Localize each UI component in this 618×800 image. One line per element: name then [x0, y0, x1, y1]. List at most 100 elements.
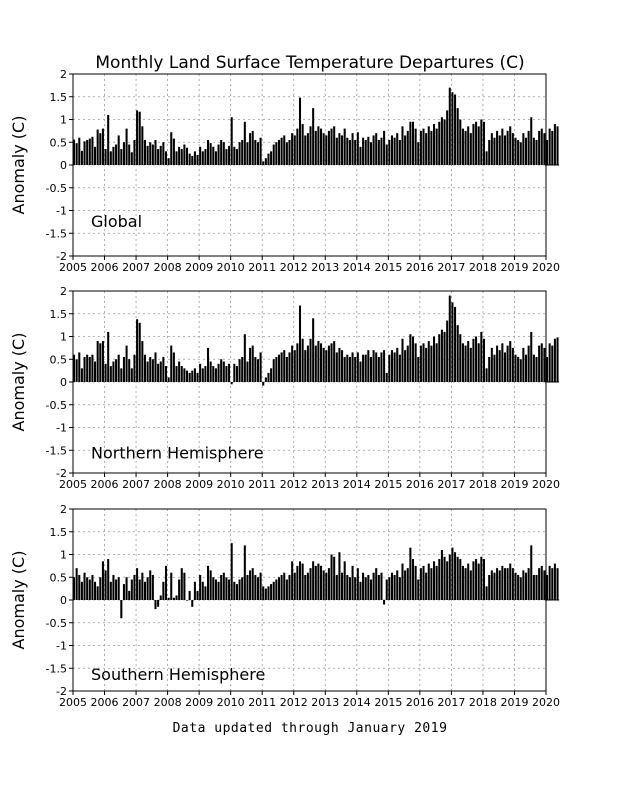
- bar: [485, 368, 488, 382]
- x-tick-label: 2010: [217, 696, 245, 709]
- bar: [230, 382, 233, 385]
- bar: [256, 142, 259, 165]
- bar: [546, 139, 549, 165]
- bar: [217, 363, 220, 382]
- bar: [86, 139, 89, 165]
- bar: [448, 295, 451, 382]
- bar: [138, 322, 141, 382]
- panel-southern-hemisphere: -2 -1.5 -1 -0.5 0 0.5 1 1.5 2 2005 2006 2007 2008 200…: [9, 503, 560, 709]
- bar: [235, 149, 238, 165]
- bar: [377, 356, 380, 382]
- bar: [120, 149, 123, 165]
- bar: [83, 572, 86, 600]
- bar: [262, 586, 265, 600]
- bar: [464, 345, 467, 382]
- bar: [188, 153, 191, 166]
- bar: [209, 570, 212, 600]
- bar: [467, 341, 470, 382]
- bar: [517, 356, 520, 382]
- bar: [341, 135, 344, 165]
- bar: [551, 345, 554, 382]
- bar: [443, 556, 446, 600]
- bar: [522, 570, 525, 600]
- bar: [193, 151, 196, 165]
- bar: [259, 572, 262, 600]
- bar: [154, 352, 157, 382]
- bar: [117, 577, 120, 600]
- bar: [475, 336, 478, 382]
- bar: [117, 135, 120, 165]
- bar: [325, 572, 328, 600]
- bar: [235, 584, 238, 600]
- bar: [440, 329, 443, 382]
- bar: [496, 130, 499, 166]
- bar: [75, 568, 78, 600]
- bar: [530, 117, 533, 165]
- bar: [159, 145, 162, 165]
- bar: [306, 572, 309, 600]
- bar: [519, 142, 522, 165]
- x-tick-label: 2009: [185, 478, 213, 491]
- bar: [375, 352, 378, 382]
- bar: [207, 347, 210, 383]
- bar: [338, 347, 341, 383]
- bar: [367, 350, 370, 382]
- bar: [438, 121, 441, 165]
- bar: [359, 361, 362, 382]
- bar: [506, 568, 509, 600]
- bar: [501, 343, 504, 382]
- bar: [130, 579, 133, 600]
- bar: [251, 130, 254, 166]
- bar: [143, 581, 146, 600]
- bar: [80, 150, 83, 165]
- bar: [277, 354, 281, 382]
- bar: [291, 345, 294, 382]
- bar: [214, 151, 217, 165]
- bar: [430, 568, 433, 600]
- bar: [385, 144, 388, 165]
- bar: [225, 366, 228, 382]
- bar: [551, 130, 554, 166]
- y-tick-label: 0.5: [50, 353, 68, 366]
- bar: [522, 347, 525, 383]
- bar: [96, 129, 99, 165]
- bar: [369, 579, 372, 600]
- bar: [414, 128, 417, 165]
- bar: [301, 124, 304, 165]
- bar: [435, 565, 438, 601]
- bar: [335, 137, 338, 165]
- y-tick-label: -1: [56, 422, 67, 435]
- x-tick-label: 2010: [217, 261, 245, 274]
- bar: [461, 565, 464, 601]
- bar: [388, 139, 391, 165]
- bar: [409, 334, 412, 382]
- bar: [425, 133, 428, 165]
- bar: [422, 565, 425, 601]
- bar: [267, 586, 270, 600]
- bar: [524, 137, 528, 165]
- bar: [490, 133, 493, 165]
- bar: [262, 161, 265, 165]
- bar: [88, 356, 91, 382]
- bar: [346, 354, 349, 382]
- bar: [325, 135, 328, 165]
- bar: [180, 149, 183, 165]
- x-tick-label: 2010: [217, 478, 245, 491]
- bar: [228, 145, 231, 165]
- bar: [235, 366, 238, 382]
- bar: [330, 554, 333, 600]
- bar: [207, 139, 210, 165]
- bar: [185, 370, 189, 383]
- bar: [175, 595, 178, 600]
- bar: [506, 130, 509, 166]
- bar: [280, 352, 283, 382]
- x-tick-label: 2020: [532, 478, 560, 491]
- bar: [249, 570, 252, 600]
- bar: [385, 372, 388, 382]
- bar: [280, 137, 283, 165]
- bar: [280, 574, 283, 600]
- bar: [359, 146, 362, 165]
- bar: [254, 139, 257, 165]
- y-tick-label: 1.5: [50, 91, 68, 104]
- bar: [78, 137, 81, 165]
